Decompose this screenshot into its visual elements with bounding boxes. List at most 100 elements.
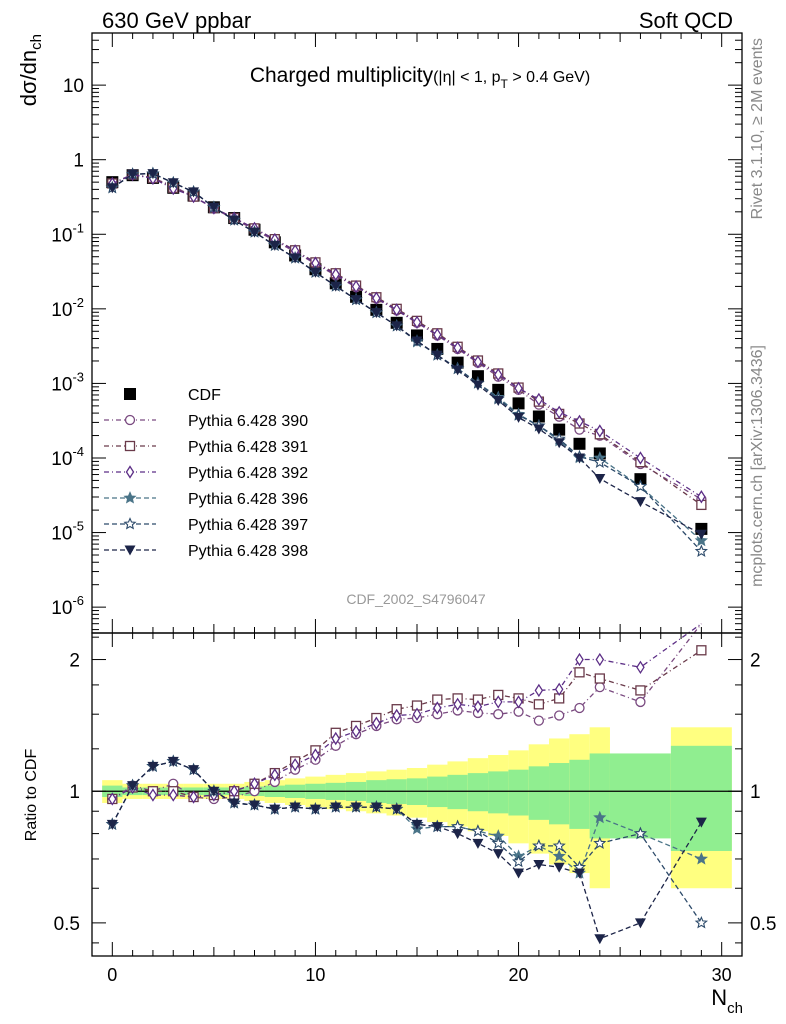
y-tick-label: 10-2 <box>51 295 84 321</box>
marker-diamond-open <box>473 355 483 369</box>
y-tick-label: 10-5 <box>51 519 84 545</box>
marker-square <box>573 437 586 450</box>
plot-title-main: Charged multiplicity <box>250 64 434 87</box>
marker-triangle-down <box>431 822 443 833</box>
marker-square <box>492 383 505 396</box>
marker-triangle-down <box>634 918 646 929</box>
ratio-y-tick-label: 0.5 <box>54 914 80 935</box>
marker-diamond-open <box>108 792 117 806</box>
marker-triangle-down <box>370 308 382 319</box>
y-tick-label: 10-6 <box>51 593 84 619</box>
marker-star-open <box>694 915 708 929</box>
marker-triangle-down <box>127 781 139 792</box>
y-tick-label: 10-1 <box>51 220 84 246</box>
legend-label: Pythia 6.428 391 <box>188 439 308 456</box>
marker-square <box>553 423 566 436</box>
y-axis-label-main: dσ/dn <box>16 50 41 106</box>
inner-band-bin <box>609 753 671 839</box>
y-tick-label: 10-3 <box>51 369 84 395</box>
marker-triangle-down <box>452 829 464 840</box>
x-axis-label: Nch <box>711 985 743 1017</box>
marker-triangle-down <box>124 545 136 556</box>
series-line <box>112 173 702 500</box>
inner-band-bin <box>427 776 448 808</box>
marker-star <box>694 852 708 865</box>
ratio-y-tick-label: 1 <box>69 782 80 803</box>
marker-triangle-down <box>391 804 403 815</box>
series-pythia-6-428-391 <box>107 169 707 511</box>
y-axis-label-sub: ch <box>28 34 45 50</box>
marker-triangle-down <box>228 215 240 226</box>
marker-triangle-down <box>228 798 240 809</box>
marker-diamond-open <box>697 490 706 504</box>
x-axis-label-main: N <box>711 985 727 1010</box>
marker-triangle-down <box>411 819 423 830</box>
marker-triangle-down <box>594 474 606 485</box>
marker-diamond-open <box>575 652 584 667</box>
marker-triangle-down <box>634 497 646 508</box>
plot-title-cut-sub: T <box>501 77 509 91</box>
mcplots-label: mcplots.cern.ch [arXiv:1306.3436] <box>749 345 766 587</box>
marker-star <box>694 533 708 547</box>
marker-diamond-open <box>554 682 564 697</box>
marker-diamond-open <box>453 341 462 355</box>
ratio-series-line <box>111 623 702 800</box>
inner-band-bin <box>670 745 732 851</box>
ratio-series-pythia-6-428-398 <box>106 756 707 945</box>
ratio-y-tick-label-right: 0.5 <box>750 914 776 935</box>
x-tick-label: 30 <box>712 965 732 985</box>
legend-label: Pythia 6.428 390 <box>188 413 308 430</box>
marker-triangle-down <box>574 868 585 879</box>
marker-triangle-down <box>452 365 464 376</box>
marker-diamond-open <box>412 707 422 721</box>
marker-triangle-down <box>533 424 545 435</box>
marker-star-open <box>491 836 505 849</box>
marker-diamond-open <box>453 697 462 712</box>
marker-diamond-open <box>412 315 422 330</box>
marker-triangle-down <box>188 187 200 198</box>
marker-triangle-down <box>472 380 484 391</box>
inner-band-bin <box>488 771 509 814</box>
y-tick-label: 10-4 <box>51 444 84 470</box>
marker-diamond-open <box>168 788 178 802</box>
legend-label: Pythia 6.428 398 <box>188 543 308 560</box>
marker-diamond-open <box>351 724 361 739</box>
marker-square-open <box>594 673 605 684</box>
ratio-y-tick-label-right: 1 <box>750 782 761 803</box>
marker-triangle-down <box>106 183 118 194</box>
marker-triangle-down <box>472 838 484 849</box>
marker-triangle-down <box>127 169 139 180</box>
legend-entry: Pythia 6.428 390 <box>104 413 308 430</box>
marker-square-open <box>696 645 707 656</box>
marker-diamond-open <box>290 757 300 772</box>
marker-circle-open <box>554 710 565 721</box>
marker-square-open <box>533 699 545 710</box>
marker-triangle-down <box>330 281 342 292</box>
x-tick-label: 0 <box>107 965 117 985</box>
marker-triangle-down <box>492 396 504 407</box>
marker-diamond-open <box>493 367 503 382</box>
marker-diamond-open <box>351 279 361 294</box>
marker-diamond-open <box>125 465 135 479</box>
marker-triangle-down <box>350 802 362 813</box>
marker-diamond-open <box>595 652 605 667</box>
marker-star-open <box>471 824 485 837</box>
marker-triangle-down <box>208 786 220 797</box>
marker-triangle-down <box>249 227 260 238</box>
inner-band-bin <box>589 753 610 839</box>
marker-triangle-down <box>106 819 118 830</box>
marker-diamond-open <box>554 405 564 420</box>
legend-label: Pythia 6.428 397 <box>188 517 308 534</box>
marker-square-open <box>124 440 136 452</box>
marker-star-open <box>532 838 546 852</box>
marker-triangle-down <box>553 862 565 873</box>
marker-star-open <box>633 826 648 840</box>
marker-star-open <box>451 819 465 833</box>
marker-triangle-down <box>309 267 321 278</box>
marker-triangle-down <box>370 802 382 813</box>
marker-diamond-open <box>433 701 442 715</box>
marker-diamond-open <box>250 777 259 791</box>
marker-diamond-open <box>514 381 523 396</box>
ratio-y-axis-label: Ratio to CDF <box>23 749 40 842</box>
legend-label: CDF <box>188 387 221 404</box>
